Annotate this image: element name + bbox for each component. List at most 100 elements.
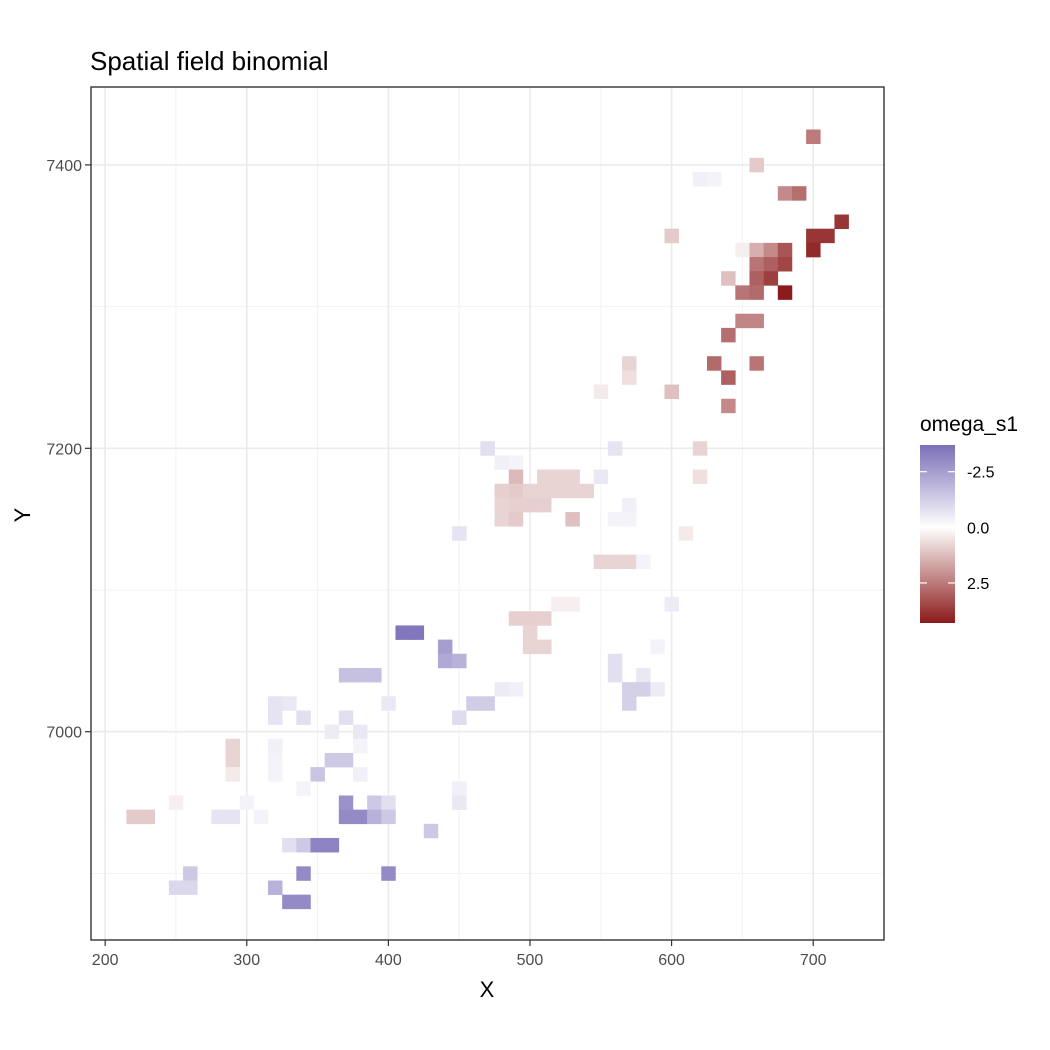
heatmap-cell	[650, 682, 665, 697]
heatmap-cell	[211, 809, 226, 825]
heatmap-cell	[565, 483, 580, 499]
heatmap-cell	[508, 455, 524, 470]
heatmap-cell	[777, 257, 793, 272]
heatmap-cell	[381, 809, 396, 825]
heatmap-cell	[607, 554, 623, 570]
heatmap-cell	[508, 469, 524, 485]
heatmap-cell	[352, 767, 368, 782]
x-axis-title: X	[480, 977, 495, 1002]
heatmap-cell	[494, 483, 510, 499]
heatmap-cell	[763, 242, 779, 258]
heatmap-cell	[692, 469, 708, 485]
heatmap-cell	[622, 370, 637, 385]
heatmap-cells	[126, 129, 849, 910]
heatmap-cell	[225, 809, 240, 825]
heatmap-cell	[706, 356, 722, 371]
heatmap-cell	[494, 682, 510, 697]
heatmap-cell	[735, 242, 750, 258]
heatmap-cell	[622, 554, 637, 570]
heatmap-cell	[537, 611, 552, 626]
heatmap-cell	[706, 172, 722, 187]
heatmap-cell	[367, 795, 382, 810]
heatmap-cell	[494, 455, 510, 470]
heatmap-cell	[636, 554, 651, 570]
heatmap-cell	[296, 781, 311, 796]
heatmap-cell	[565, 512, 580, 527]
heatmap-cell	[664, 597, 679, 612]
heatmap-cell	[480, 696, 495, 711]
heatmap-cell	[791, 186, 807, 201]
heatmap-cell	[452, 710, 467, 725]
heatmap-cell	[296, 837, 311, 853]
heatmap-cell	[551, 483, 566, 499]
heatmap-cell	[494, 512, 510, 527]
heatmap-cell	[310, 767, 325, 782]
heatmap-cell	[381, 696, 396, 711]
plot-panel	[90, 86, 885, 941]
heatmap-cell	[324, 837, 340, 853]
heatmap-cell	[664, 384, 679, 400]
heatmap-cell	[508, 512, 524, 527]
legend-tick-label: -2.5	[967, 465, 995, 482]
y-axis: 7000 7200 7400	[46, 158, 91, 742]
heatmap-cell	[749, 285, 764, 300]
heatmap-cell	[522, 497, 538, 513]
heatmap-cell	[225, 738, 240, 754]
panel-border	[90, 86, 885, 941]
heatmap-cell	[607, 441, 623, 456]
x-tick-label: 500	[517, 952, 544, 969]
heatmap-cell	[806, 228, 821, 244]
heatmap-cell	[537, 497, 552, 513]
heatmap-cell	[692, 441, 708, 456]
heatmap-cell	[296, 710, 311, 725]
heatmap-cell	[537, 483, 552, 499]
heatmap-cell	[607, 653, 623, 669]
heatmap-cell	[749, 157, 764, 173]
heatmap-cell	[168, 880, 184, 895]
heatmap-cell	[522, 639, 538, 655]
heatmap-cell	[282, 696, 297, 711]
heatmap-cell	[324, 752, 340, 768]
heatmap-cell	[352, 667, 368, 683]
heatmap-cell	[452, 653, 467, 669]
heatmap-cell	[565, 469, 580, 485]
heatmap-cell	[664, 228, 679, 244]
heatmap-cell	[225, 767, 240, 782]
heatmap-cell	[452, 795, 467, 810]
x-tick-label: 700	[800, 952, 827, 969]
heatmap-cell	[622, 682, 637, 697]
heatmap-cell	[749, 356, 764, 371]
heatmap-cell	[777, 186, 793, 201]
heatmap-cell	[268, 880, 283, 895]
panel-background	[91, 87, 884, 940]
heatmap-cell	[352, 809, 368, 825]
heatmap-cell	[338, 809, 354, 825]
heatmap-cell	[381, 795, 396, 810]
y-tick-label: 7200	[46, 441, 82, 458]
heatmap-cell	[452, 781, 467, 796]
heatmap-cell	[367, 667, 382, 683]
heatmap-cell	[735, 285, 750, 300]
heatmap-cell	[324, 724, 340, 740]
heatmap-cell	[268, 738, 283, 754]
legend-title: omega_s1	[920, 413, 1018, 436]
x-tick-label: 300	[233, 952, 260, 969]
heatmap-cell	[721, 327, 736, 343]
heatmap-cell	[522, 483, 538, 499]
heatmap-cell	[168, 795, 184, 810]
legend-tick-label: 0.0	[967, 520, 989, 537]
heatmap-cell	[225, 752, 240, 768]
heatmap-cell	[593, 554, 609, 570]
heatmap-cell	[437, 639, 453, 655]
heatmap-cell	[692, 172, 708, 187]
heatmap-cell	[268, 696, 283, 711]
heatmap-cell	[749, 257, 764, 272]
x-axis: 200 300 400 500 600 700	[92, 940, 827, 969]
heatmap-cell	[522, 625, 538, 640]
heatmap-cell	[806, 242, 821, 258]
heatmap-cell	[749, 271, 764, 286]
heatmap-cell	[636, 682, 651, 697]
heatmap-cell	[721, 370, 736, 385]
heatmap-cell	[721, 271, 736, 286]
heatmap-cell	[310, 837, 325, 853]
